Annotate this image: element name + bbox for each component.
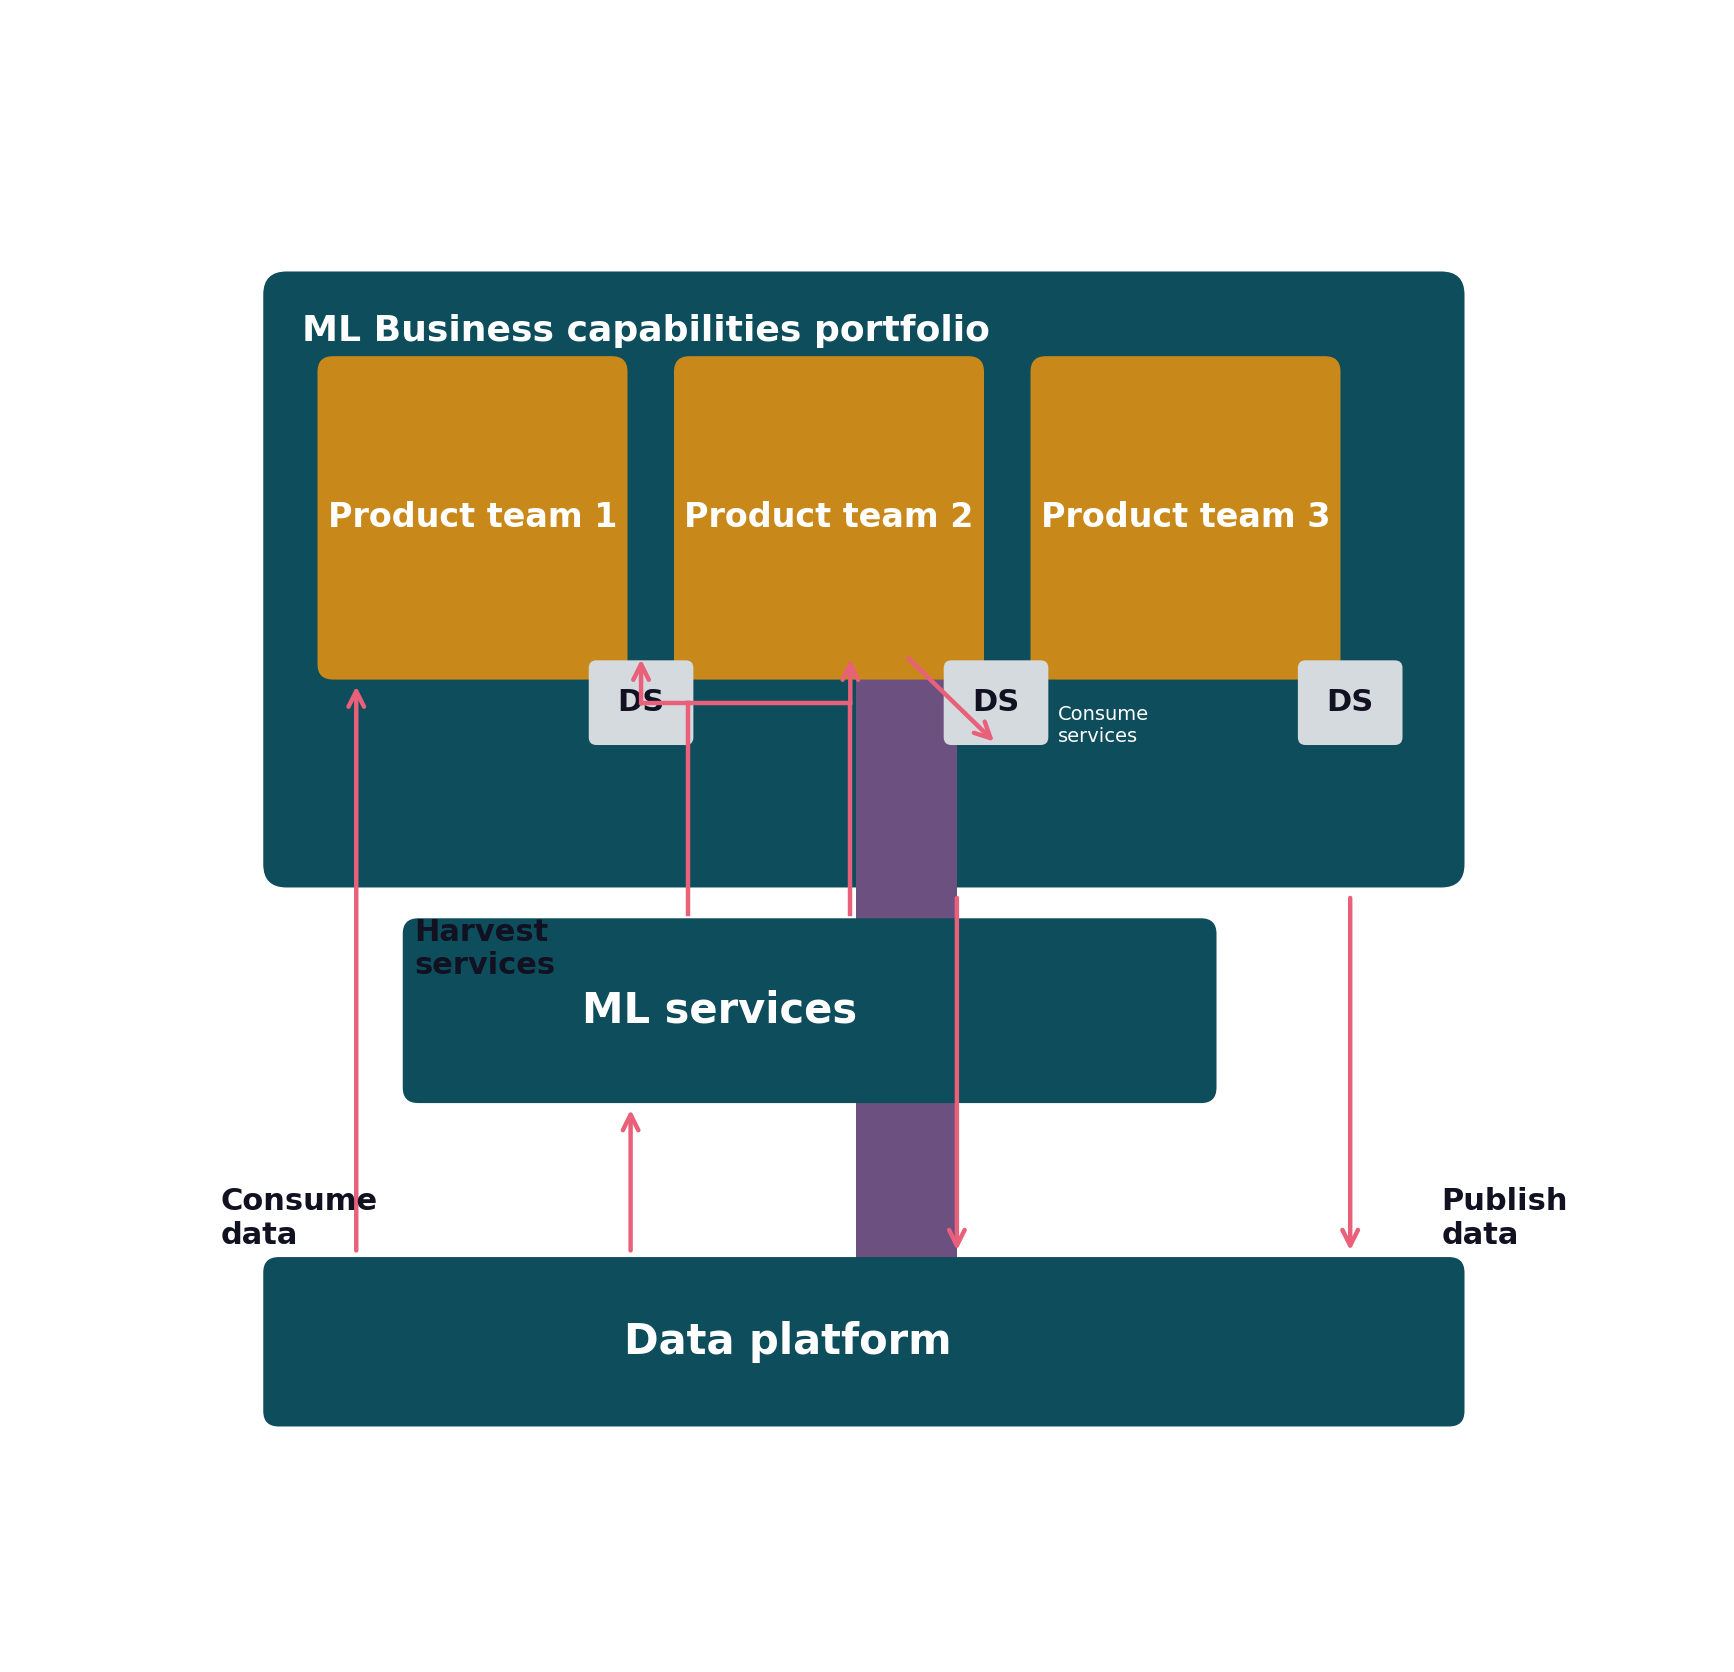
FancyBboxPatch shape (317, 356, 628, 679)
Text: Product team 1: Product team 1 (328, 502, 617, 535)
Text: Consume
services: Consume services (1058, 706, 1148, 746)
Text: DS: DS (1327, 689, 1373, 717)
Text: Publish
data: Publish data (1441, 1187, 1568, 1251)
Text: Data platform: Data platform (624, 1321, 952, 1363)
Text: DS: DS (617, 689, 664, 717)
FancyBboxPatch shape (264, 1257, 1465, 1426)
Text: Harvest
services: Harvest services (414, 918, 555, 980)
FancyBboxPatch shape (675, 356, 983, 679)
FancyBboxPatch shape (1030, 356, 1340, 679)
Text: ML services: ML services (583, 990, 857, 1032)
Text: Product team 3: Product team 3 (1040, 502, 1330, 535)
Bar (857, 660, 957, 1373)
FancyBboxPatch shape (590, 660, 694, 746)
FancyBboxPatch shape (1297, 660, 1403, 746)
Text: Consume
data: Consume data (220, 1187, 378, 1251)
FancyBboxPatch shape (402, 918, 1217, 1104)
Text: ML Business capabilities portfolio: ML Business capabilities portfolio (302, 314, 990, 348)
Text: Product team 2: Product team 2 (685, 502, 975, 535)
FancyBboxPatch shape (943, 660, 1049, 746)
Text: DS: DS (973, 689, 1020, 717)
FancyBboxPatch shape (264, 271, 1465, 888)
